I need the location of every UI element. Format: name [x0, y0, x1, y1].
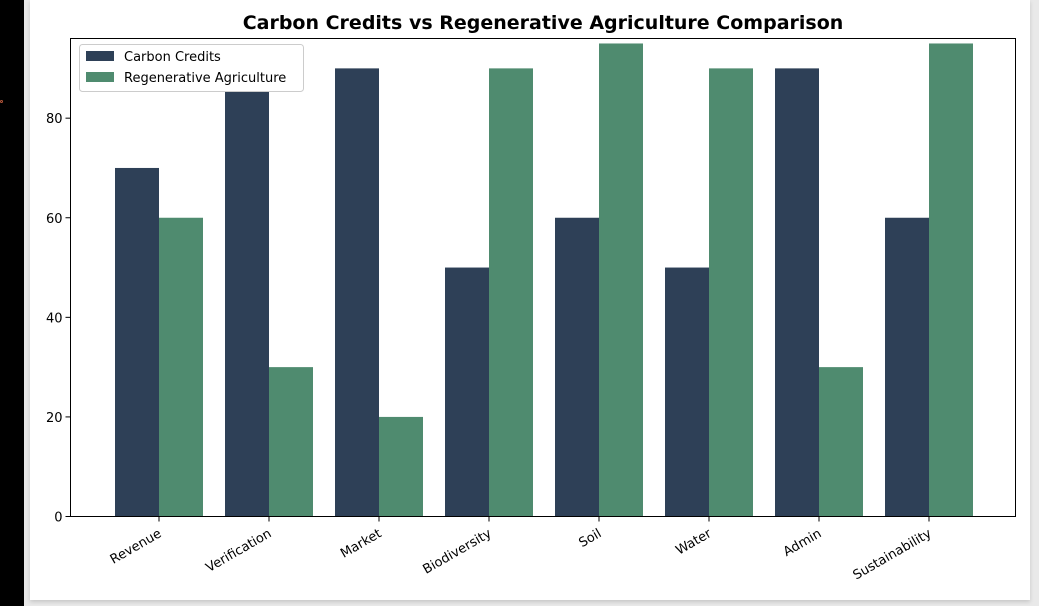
background-strip: [0, 0, 24, 606]
x-tick-label: Revenue: [108, 526, 165, 567]
bar-regenerative-agriculture-admin: [819, 367, 863, 517]
bar-carbon-credits-revenue: [115, 167, 159, 517]
plot-frame: [70, 38, 1016, 517]
bar-regenerative-agriculture-biodiversity: [489, 68, 533, 517]
bar-regenerative-agriculture-soil: [599, 43, 643, 517]
y-tick-label: 0: [54, 511, 62, 526]
y-tick-label: 40: [46, 311, 63, 326]
bar-carbon-credits-admin: [775, 68, 819, 517]
x-tick-label: Verification: [204, 526, 275, 576]
y-tick-label: 60: [46, 212, 63, 227]
y-axis: 0 20 40 60 80: [46, 112, 71, 526]
bar-carbon-credits-soil: [555, 217, 599, 517]
x-tick-label: Water: [674, 526, 715, 559]
x-tick-label: Sustainability: [851, 526, 935, 583]
legend-label: Carbon Credits: [124, 50, 221, 65]
bar-regenerative-agriculture-water: [709, 68, 753, 517]
legend-box: [79, 44, 304, 92]
bar-regenerative-agriculture-revenue: [159, 217, 203, 517]
bar-regenerative-agriculture-verification: [269, 367, 313, 517]
bar-regenerative-agriculture-market: [379, 416, 423, 517]
bar-carbon-credits-verification: [225, 68, 269, 517]
bar-carbon-credits-market: [335, 68, 379, 517]
x-tick-label: Soil: [577, 526, 605, 551]
bars-group: [115, 43, 973, 517]
bar-carbon-credits-water: [665, 267, 709, 517]
legend: Carbon Credits Regenerative Agriculture: [79, 44, 304, 92]
bar-carbon-credits-biodiversity: [445, 267, 489, 517]
x-axis: Revenue Verification Market Biodiversity Soi…: [108, 516, 935, 583]
x-tick-label: Admin: [781, 526, 824, 560]
x-tick-label: Biodiversity: [420, 526, 494, 577]
y-tick-label: 20: [46, 411, 63, 426]
y-tick-label: 80: [46, 112, 63, 127]
marker-dot-icon: [0, 100, 3, 103]
chart-title: Carbon Credits vs Regenerative Agricultu…: [243, 12, 844, 34]
bar-regenerative-agriculture-sustainability: [929, 43, 973, 517]
legend-swatch: [86, 51, 114, 61]
bar-carbon-credits-sustainability: [885, 217, 929, 517]
legend-swatch: [86, 72, 114, 82]
x-tick-label: Market: [338, 526, 384, 561]
legend-label: Regenerative Agriculture: [124, 71, 286, 86]
